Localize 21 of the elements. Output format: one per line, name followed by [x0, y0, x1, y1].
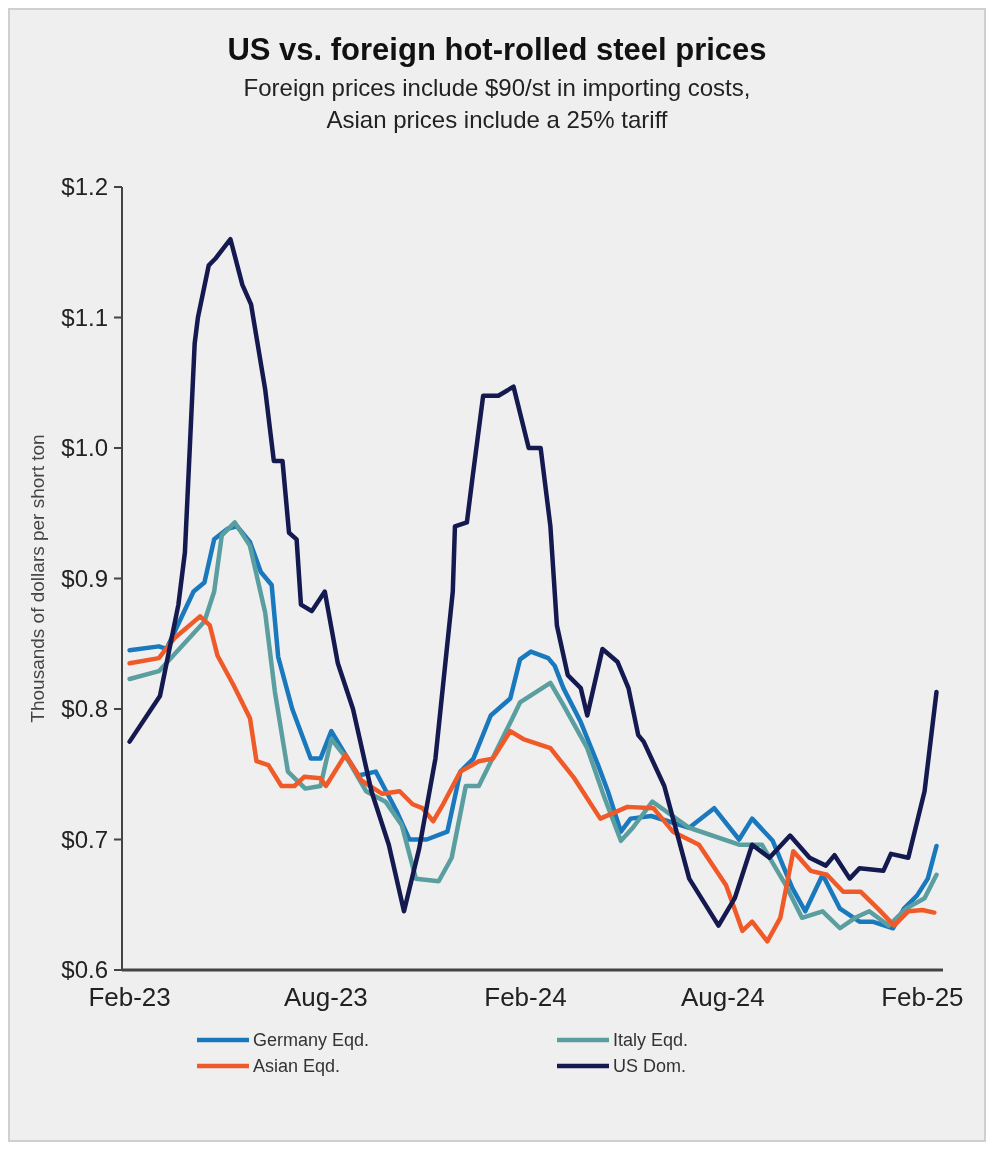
legend-label: Italy Eqd.	[613, 1030, 689, 1051]
chart-subtitle: Foreign prices include $90/st in importing costs, Asian prices include a 25% tariff	[243, 74, 751, 133]
legend-label: Germany Eqd.	[253, 1030, 370, 1051]
y-tick-label: $0.8	[61, 695, 108, 723]
y-tick-label: $0.7	[61, 825, 108, 853]
legend-label: US Dom.	[613, 1056, 687, 1077]
x-tick-label: Feb-25	[881, 982, 964, 1012]
y-tick-label: $0.9	[61, 564, 108, 592]
legend-label: Asian Eqd.	[253, 1056, 341, 1077]
y-tick-label: $0.6	[61, 956, 108, 984]
x-tick-label: Aug-24	[680, 982, 765, 1012]
y-tick-label: $1.2	[61, 173, 108, 201]
y-axis-title: Thousands of dollars per short ton	[27, 434, 48, 723]
y-tick-label: $1.1	[61, 303, 108, 331]
x-tick-label: Feb-24	[484, 982, 567, 1012]
y-tick-label: $1.0	[61, 434, 108, 462]
line-series	[127, 236, 939, 928]
x-tick-label: Aug-23	[283, 982, 368, 1012]
chart-title: US vs. foreign hot-rolled steel prices	[227, 32, 767, 67]
line-series	[127, 614, 937, 944]
x-tick-label: Feb-23	[88, 982, 171, 1012]
